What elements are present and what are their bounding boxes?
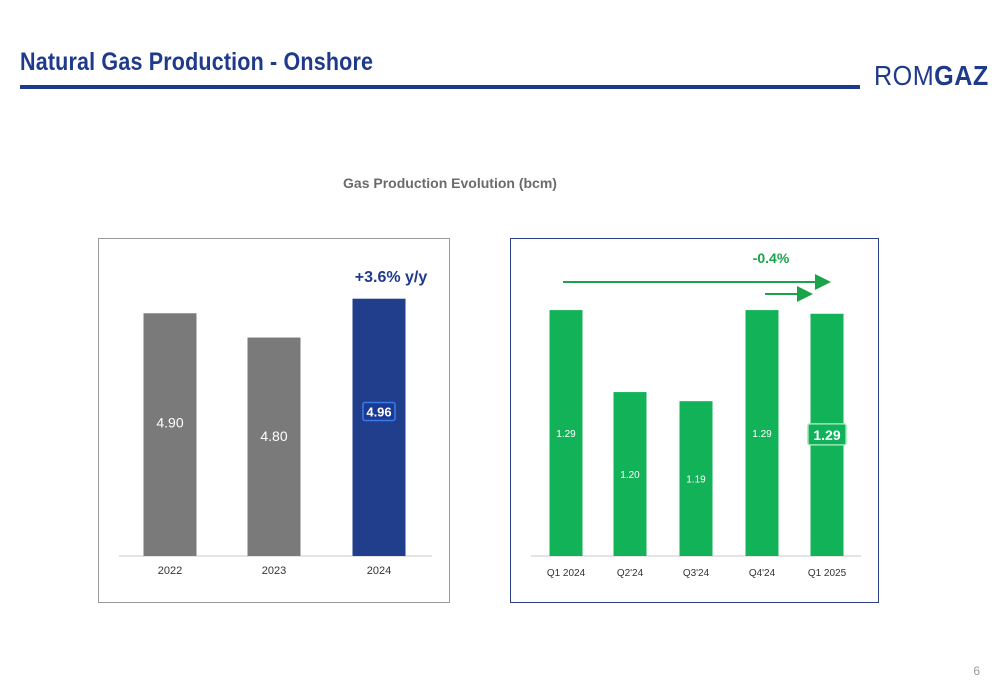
bar-2022: [143, 313, 197, 556]
page-number: 6: [973, 664, 980, 678]
x-tick-Q4'24: Q4'24: [749, 568, 776, 579]
growth-annotation: +3.6% y/y: [355, 269, 428, 286]
bar-Q3'24: [679, 401, 713, 556]
value-label-2023: 4.80: [260, 428, 287, 444]
change-annotation: -0.4%: [753, 250, 790, 266]
value-label-2024: 4.96: [366, 404, 391, 419]
value-label-box: [362, 401, 396, 422]
quarterly-production-chart: 1.29 Q1 2024 1.20 Q2'24 1.19 Q3'24 1.29 Q4'24 1.…: [510, 238, 879, 603]
x-tick-2024: 2024: [367, 565, 391, 577]
x-tick-Q3'24: Q3'24: [683, 568, 710, 579]
x-tick-Q2'24: Q2'24: [617, 568, 644, 579]
bar-2023: [247, 337, 301, 556]
x-tick-2023: 2023: [262, 565, 286, 577]
annual-production-chart: 4.90 2022 4.80 2023 4.96 2024 +3.6% y/y: [98, 238, 450, 603]
value-label-Q4'24: 1.29: [752, 429, 772, 440]
x-tick-2022: 2022: [158, 565, 182, 577]
bar-2024: [352, 298, 406, 556]
value-label-Q3'24: 1.19: [686, 475, 706, 486]
annual-chart-svg: 4.90 2022 4.80 2023 4.96 2024 +3.6% y/y: [119, 269, 432, 577]
x-tick-Q1 2025: Q1 2025: [808, 568, 847, 579]
value-label-2022: 4.90: [156, 415, 183, 431]
value-label-box: [807, 423, 847, 446]
x-tick-Q1 2024: Q1 2024: [547, 568, 586, 579]
bar-Q2'24: [613, 392, 647, 556]
logo-text-bold: GAZ: [934, 60, 989, 91]
quarterly-chart-svg: 1.29 Q1 2024 1.20 Q2'24 1.19 Q3'24 1.29 Q4'24 1.…: [531, 250, 861, 579]
chart-subtitle: Gas Production Evolution (bcm): [343, 175, 557, 191]
value-label-Q2'24: 1.20: [620, 470, 640, 481]
value-label-Q1 2024: 1.29: [556, 429, 576, 440]
bar-Q4'24: [745, 310, 779, 556]
title-rule: [20, 85, 860, 89]
bar-Q1 2024: [549, 310, 583, 556]
romgaz-logo: ROMGAZ: [874, 60, 989, 92]
page-title: Natural Gas Production - Onshore: [20, 48, 374, 76]
value-label-Q1 2025: 1.29: [813, 427, 840, 443]
logo-text-light: ROM: [874, 60, 935, 91]
